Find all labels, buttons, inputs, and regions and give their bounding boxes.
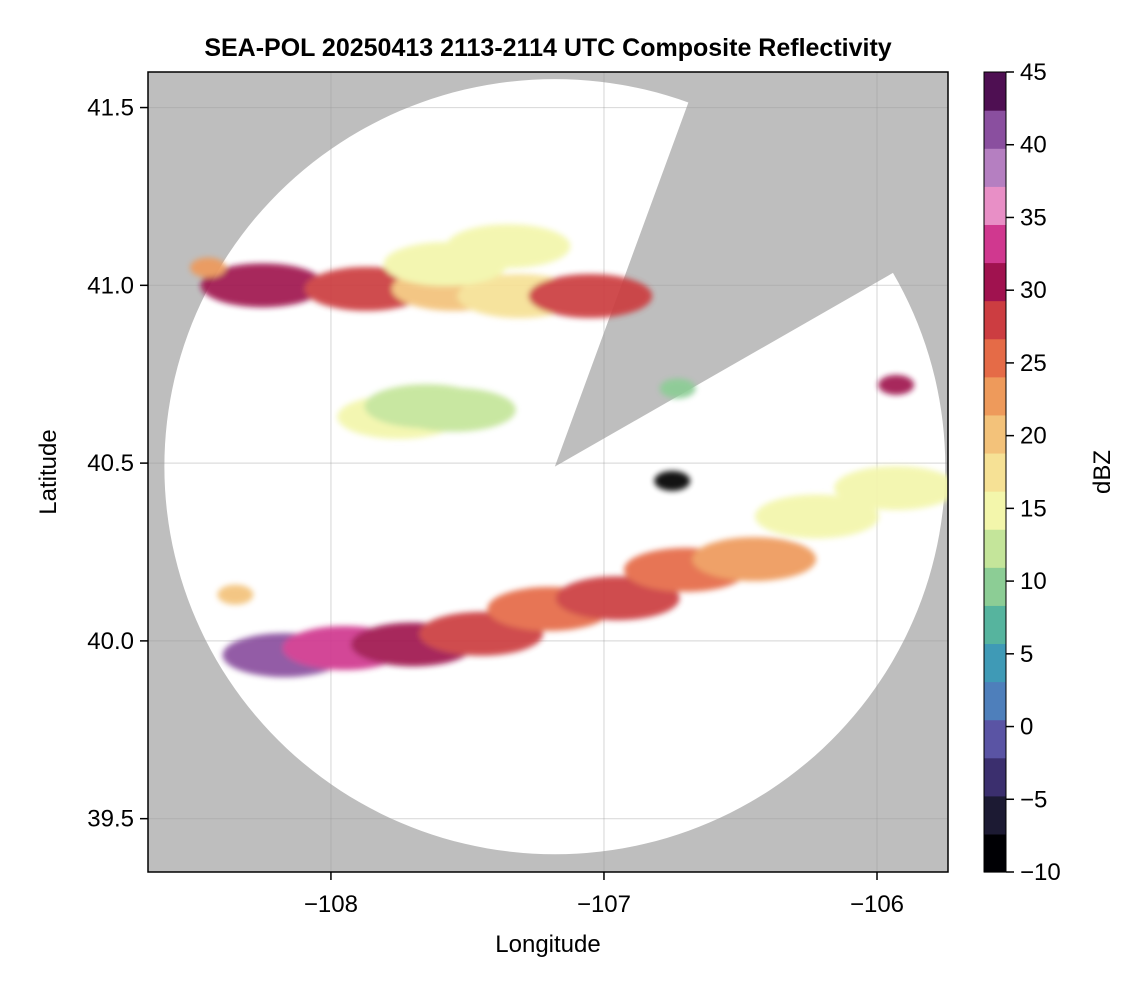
colorbar-segment [984, 262, 1006, 302]
x-axis-ticks: −108 −107 −106 [304, 872, 904, 918]
plot-frame [147, 71, 949, 873]
colorbar-tick-label: 45 [1020, 59, 1047, 86]
y-axis-label: Latitude [35, 429, 62, 514]
x-axis-label: Longitude [495, 931, 600, 958]
colorbar-segment [984, 110, 1006, 149]
colorbar-segment [984, 300, 1006, 340]
colorbar-segment [984, 452, 1006, 492]
echo-point [217, 584, 254, 605]
colorbar-label: dBZ [1089, 450, 1116, 494]
echo-point [754, 494, 879, 539]
colorbar-segment [984, 491, 1006, 530]
echo-point [834, 466, 948, 510]
colorbar-segment [984, 148, 1006, 187]
colorbar-segment [984, 72, 1006, 111]
echo-point [446, 224, 571, 269]
colorbar-tick-label: −10 [1020, 859, 1061, 886]
colorbar-segment [984, 757, 1006, 797]
echo-point [391, 387, 516, 432]
echo-point [692, 537, 817, 582]
colorbar-tick-label: 20 [1020, 423, 1047, 450]
colorbar-tick-label: −5 [1020, 786, 1047, 813]
colorbar-tick-label: 0 [1020, 714, 1033, 741]
echo-point [659, 378, 696, 399]
x-tick-label: −108 [304, 891, 358, 918]
colorbar-tick-label: 40 [1020, 132, 1047, 159]
colorbar-segment [984, 338, 1006, 378]
echo-point [190, 257, 227, 278]
echo-point [528, 274, 653, 318]
echo-point [878, 374, 915, 395]
colorbar-segment [984, 605, 1006, 645]
colorbar-segment [984, 529, 1006, 568]
x-tick-label: −106 [850, 891, 904, 918]
colorbar-segment [984, 567, 1006, 606]
reflectivity-echoes [190, 224, 948, 678]
colorbar-segment [984, 186, 1006, 225]
chart-title: SEA-POL 20250413 2113-2114 UTC Composite… [204, 34, 891, 62]
colorbar-segment [984, 795, 1006, 835]
colorbar-segment [984, 643, 1006, 683]
colorbar-tick-label: 25 [1020, 350, 1047, 377]
colorbar-tick-label: 5 [1020, 641, 1033, 668]
colorbar-tick-label: 30 [1020, 277, 1047, 304]
y-tick-label: 41.0 [87, 272, 134, 299]
x-tick-label: −107 [577, 891, 631, 918]
echo-point [654, 470, 691, 491]
colorbar-segment [984, 376, 1006, 416]
echo-point [304, 266, 429, 311]
y-tick-label: 39.5 [87, 806, 134, 833]
y-tick-label: 40.5 [87, 450, 134, 477]
colorbar-segment [984, 414, 1006, 454]
y-tick-label: 41.5 [87, 95, 134, 122]
colorbar-tick-label: 15 [1020, 495, 1047, 522]
colorbar-segment [984, 719, 1006, 759]
colorbar-frame [983, 71, 1007, 873]
colorbar-segment [984, 681, 1006, 721]
echo-point [200, 263, 325, 308]
colorbar-segment [984, 224, 1006, 264]
y-tick-label: 40.0 [87, 628, 134, 655]
colorbar-ticks: −10 −5 0 5 10 15 20 25 30 35 40 45 [1006, 59, 1061, 886]
plot-area [148, 72, 948, 872]
colorbar [984, 72, 1006, 873]
colorbar-tick-label: 10 [1020, 568, 1047, 595]
colorbar-segment [984, 833, 1006, 873]
y-axis-ticks: 39.5 40.0 40.5 41.0 41.5 [87, 95, 148, 833]
colorbar-tick-label: 35 [1020, 204, 1047, 231]
